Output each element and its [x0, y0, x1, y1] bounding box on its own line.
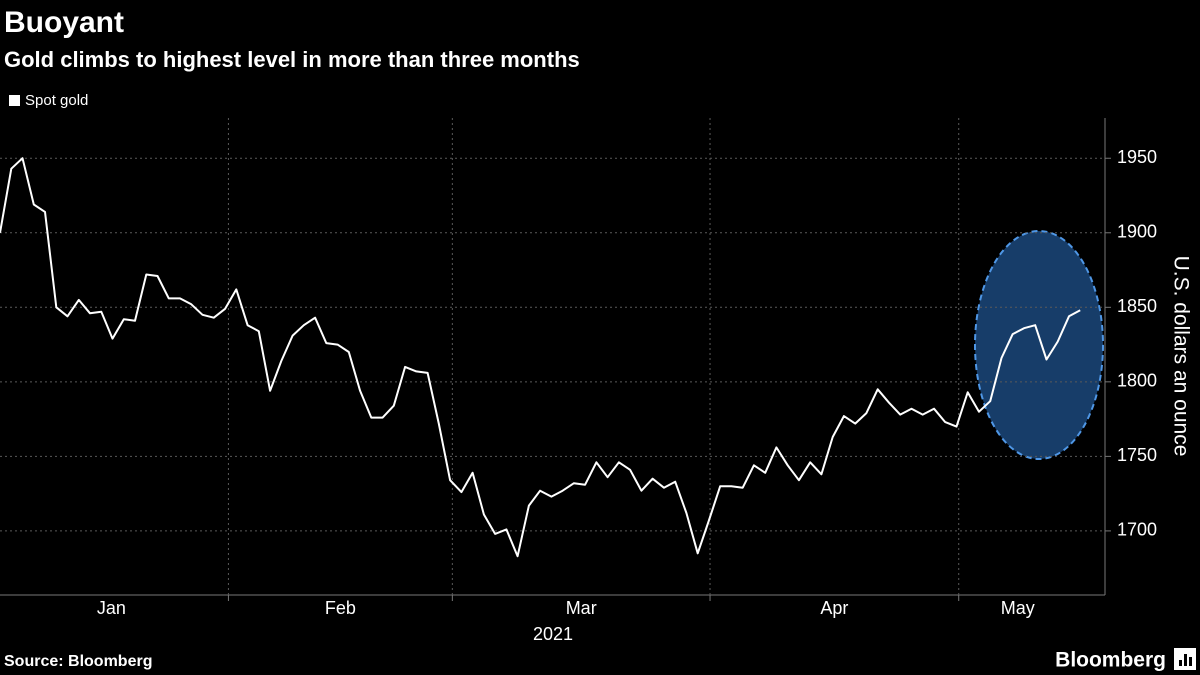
- x-tick-label: Feb: [325, 598, 356, 618]
- brand-icon-bar: [1189, 657, 1192, 666]
- data-line: [0, 157, 1081, 558]
- legend-swatch: [9, 95, 20, 106]
- y-axis-label: U.S. dollars an ounce: [1169, 256, 1192, 457]
- legend-label: Spot gold: [25, 92, 88, 109]
- x-tick-label: Apr: [820, 598, 848, 618]
- brand: Bloomberg: [1055, 649, 1166, 672]
- y-tick-label: 1900: [1117, 222, 1157, 242]
- x-tick-label: Jan: [97, 598, 126, 618]
- y-tick-label: 1800: [1117, 371, 1157, 391]
- y-tick-label: 1750: [1117, 445, 1157, 465]
- x-axis-label: 2021: [533, 624, 573, 644]
- chart-subtitle: Gold climbs to highest level in more tha…: [4, 47, 580, 72]
- y-tick-label: 1850: [1117, 296, 1157, 316]
- x-tick-label: Mar: [566, 598, 597, 618]
- y-tick-label: 1950: [1117, 147, 1157, 167]
- y-tick-label: 1700: [1117, 520, 1157, 540]
- highlight-ellipse: [974, 230, 1104, 460]
- source: Source: Bloomberg: [4, 653, 152, 670]
- brand-icon: [1174, 648, 1196, 670]
- brand-icon-bar: [1179, 660, 1182, 666]
- x-tick-label: May: [1001, 598, 1035, 618]
- brand-icon-bar: [1184, 654, 1187, 666]
- chart-title: Buoyant: [4, 6, 124, 39]
